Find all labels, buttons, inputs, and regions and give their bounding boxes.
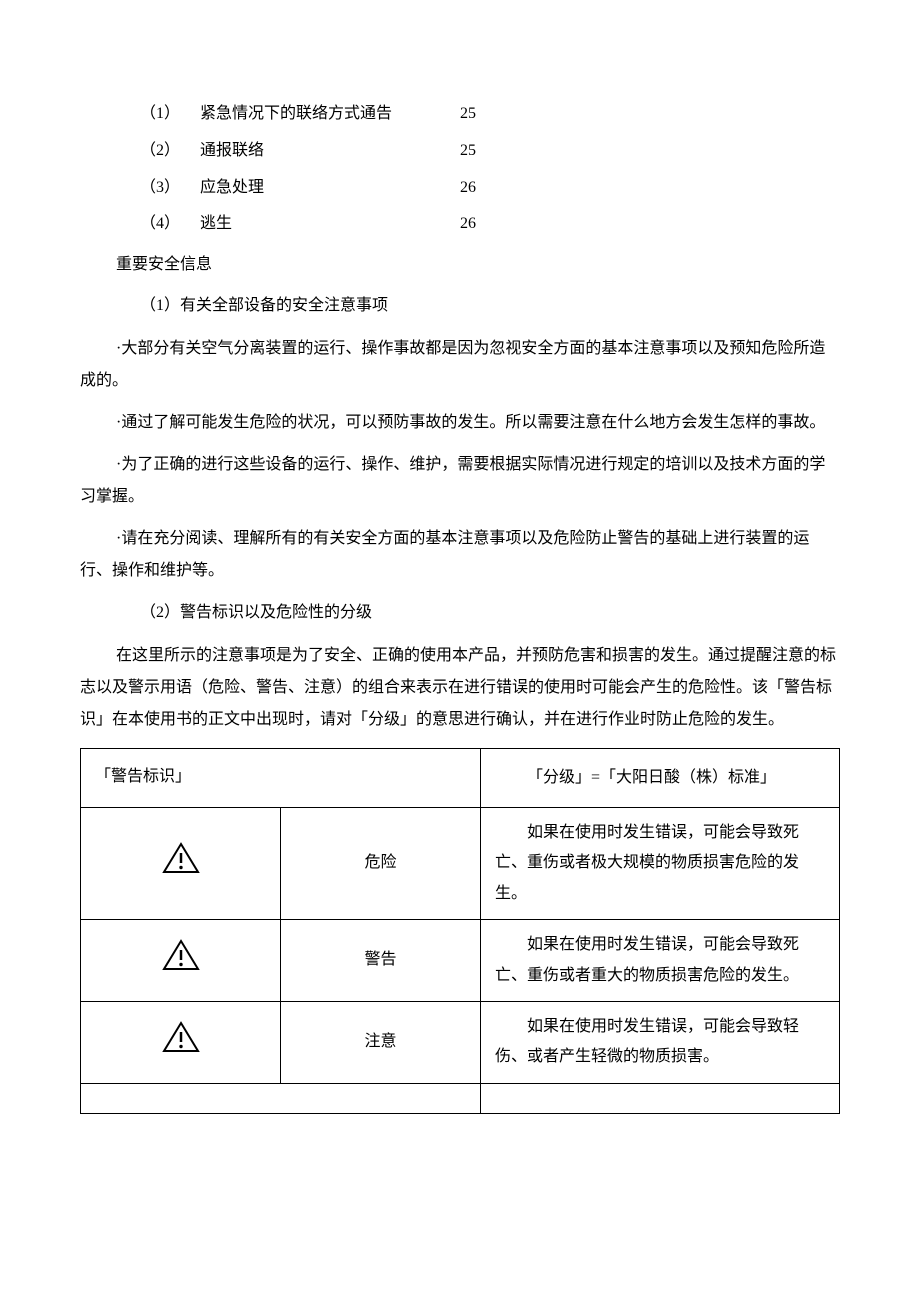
toc-item: （1） 紧急情况下的联络方式通告 25 — [140, 100, 840, 129]
warning-levels-table: 「警告标识」 「分级」=「大阳日酸（株）标准」 危险 如果在使用时发生错误，可能… — [80, 748, 840, 1114]
toc-item: （3） 应急处理 26 — [140, 174, 840, 203]
description-cell: 如果在使用时发生错误，可能会导致死亡、重伤或者重大的物质损害危险的发生。 — [481, 920, 840, 1002]
table-header-desc-col: 「分级」=「大阳日酸（株）标准」 — [481, 748, 840, 807]
warning-icon-cell — [81, 1001, 281, 1083]
toc-item: （4） 逃生 26 — [140, 210, 840, 239]
toc-number: （2） — [140, 137, 200, 166]
paragraph: ·请在充分阅读、理解所有的有关安全方面的基本注意事项以及危险防止警告的基础上进行… — [80, 523, 840, 587]
warning-triangle-icon — [161, 1020, 201, 1065]
warning-triangle-icon — [161, 841, 201, 886]
level-cell: 注意 — [281, 1001, 481, 1083]
table-row: 注意 如果在使用时发生错误，可能会导致轻伤、或者产生轻微的物质损害。 — [81, 1001, 840, 1083]
toc-page: 26 — [460, 210, 476, 239]
toc-page: 25 — [460, 137, 476, 166]
table-row: 警告 如果在使用时发生错误，可能会导致死亡、重伤或者重大的物质损害危险的发生。 — [81, 920, 840, 1002]
paragraph: ·大部分有关空气分离装置的运行、操作事故都是因为忽视安全方面的基本注意事项以及预… — [80, 333, 840, 397]
description-cell: 如果在使用时发生错误，可能会导致死亡、重伤或者极大规模的物质损害危险的发生。 — [481, 807, 840, 919]
toc-label: 应急处理 — [200, 174, 440, 203]
description-cell: 如果在使用时发生错误，可能会导致轻伤、或者产生轻微的物质损害。 — [481, 1001, 840, 1083]
empty-cell — [481, 1083, 840, 1113]
toc-number: （1） — [140, 100, 200, 129]
toc-label: 通报联络 — [200, 137, 440, 166]
paragraph: 在这里所示的注意事项是为了安全、正确的使用本产品，并预防危害和损害的发生。通过提… — [80, 640, 840, 736]
toc-block: （1） 紧急情况下的联络方式通告 25 （2） 通报联络 25 （3） 应急处理… — [80, 100, 840, 239]
toc-item: （2） 通报联络 25 — [140, 137, 840, 166]
table-header-row: 「警告标识」 「分级」=「大阳日酸（株）标准」 — [81, 748, 840, 807]
subsection-2-title: （2）警告标识以及危险性的分级 — [140, 599, 840, 628]
toc-label: 紧急情况下的联络方式通告 — [200, 100, 440, 129]
table-empty-row — [81, 1083, 840, 1113]
table-header-icon-col: 「警告标识」 — [81, 748, 481, 807]
warning-icon-cell — [81, 920, 281, 1002]
toc-label: 逃生 — [200, 210, 440, 239]
toc-number: （4） — [140, 210, 200, 239]
level-cell: 危险 — [281, 807, 481, 919]
toc-page: 26 — [460, 174, 476, 203]
warning-triangle-icon — [161, 938, 201, 983]
warning-icon-cell — [81, 807, 281, 919]
toc-number: （3） — [140, 174, 200, 203]
level-cell: 警告 — [281, 920, 481, 1002]
section-title: 重要安全信息 — [116, 251, 840, 280]
paragraph: ·通过了解可能发生危险的状况，可以预防事故的发生。所以需要注意在什么地方会发生怎… — [80, 407, 840, 439]
empty-cell — [81, 1083, 481, 1113]
toc-page: 25 — [460, 100, 476, 129]
subsection-1-title: （1）有关全部设备的安全注意事项 — [140, 292, 840, 321]
paragraph: ·为了正确的进行这些设备的运行、操作、维护，需要根据实际情况进行规定的培训以及技… — [80, 449, 840, 513]
table-row: 危险 如果在使用时发生错误，可能会导致死亡、重伤或者极大规模的物质损害危险的发生… — [81, 807, 840, 919]
